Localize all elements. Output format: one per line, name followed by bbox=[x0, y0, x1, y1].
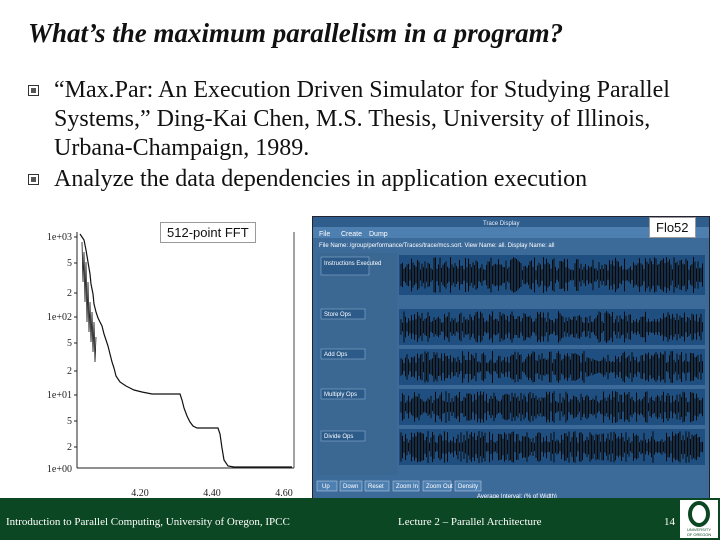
menu-create[interactable]: Create bbox=[341, 231, 362, 238]
menu-dump[interactable]: Dump bbox=[369, 231, 388, 238]
x-tick-label: 4.40 bbox=[203, 488, 221, 499]
svg-text:OF OREGON: OF OREGON bbox=[687, 532, 712, 537]
y-tick-label: 1e+00 bbox=[47, 464, 72, 475]
fft-plot: 1e+03 5 2 1e+02 5 2 1e+01 5 2 1e+00 4.20… bbox=[47, 232, 295, 499]
bullet-item: “Max.Par: An Execution Driven Simulator … bbox=[28, 76, 708, 163]
trace-status-text: Average Interval: (% of Width) bbox=[477, 494, 557, 500]
svg-text:Up: Up bbox=[322, 484, 330, 490]
fft-figure: 1e+03 5 2 1e+02 5 2 1e+01 5 2 1e+00 4.20… bbox=[22, 222, 298, 500]
bullet-item: Analyze the data dependencies in applica… bbox=[28, 165, 708, 194]
flo52-figure: Trace Display File Create Dump File Name… bbox=[312, 216, 710, 502]
svg-text:Density: Density bbox=[458, 484, 478, 490]
trace-signal bbox=[400, 311, 703, 343]
y-tick-label: 1e+03 bbox=[47, 232, 72, 243]
trace-down-button[interactable] bbox=[339, 480, 363, 492]
svg-text:Zoom In: Zoom In bbox=[396, 484, 418, 490]
svg-text:UNIVERSITY: UNIVERSITY bbox=[687, 527, 711, 532]
footer-lecture: Lecture 2 – Parallel Architecture bbox=[398, 516, 542, 528]
y-tick-label: 1e+01 bbox=[47, 390, 72, 401]
trace-zoom-out-button[interactable] bbox=[422, 480, 452, 492]
trace-density-button[interactable] bbox=[454, 480, 482, 492]
y-tick-label: 5 bbox=[67, 258, 72, 269]
slide-footer: Introduction to Parallel Computing, Univ… bbox=[0, 498, 720, 540]
trace-path-text: File Name: /group/performance/Traces/tra… bbox=[319, 243, 554, 249]
trace-signal bbox=[400, 431, 703, 463]
flo52-trace-display: Trace Display File Create Dump File Name… bbox=[313, 217, 709, 501]
panel-label: Divide Ops bbox=[324, 434, 353, 440]
trace-zoom-in-button[interactable] bbox=[392, 480, 420, 492]
bullet-text: “Max.Par: An Execution Driven Simulator … bbox=[54, 77, 670, 161]
y-tick-label: 5 bbox=[67, 338, 72, 349]
panel-label-box bbox=[320, 256, 370, 276]
y-tick-label: 2 bbox=[67, 366, 72, 377]
svg-text:Down: Down bbox=[343, 484, 358, 490]
slide-number: 14 bbox=[664, 516, 675, 528]
trace-signal bbox=[400, 351, 703, 383]
panel-label: Multiply Ops bbox=[324, 392, 357, 398]
trace-up-button[interactable] bbox=[316, 480, 338, 492]
panel-label: Store Ops bbox=[324, 312, 351, 318]
y-tick-label: 1e+02 bbox=[47, 312, 72, 323]
slide-title: What’s the maximum parallelism in a prog… bbox=[28, 18, 564, 48]
x-tick-label: 4.60 bbox=[275, 488, 293, 499]
panel-label: Instructions Executed bbox=[324, 261, 381, 267]
trace-signal bbox=[400, 391, 703, 423]
y-tick-label: 2 bbox=[67, 442, 72, 453]
svg-text:Trace Display: Trace Display bbox=[483, 221, 519, 227]
bullet-marker-icon bbox=[28, 174, 39, 185]
panel-label: Add Ops bbox=[324, 352, 347, 358]
bullet-marker-icon bbox=[28, 85, 39, 96]
trace-reset-button[interactable] bbox=[364, 480, 390, 492]
university-logo: UNIVERSITY OF OREGON bbox=[680, 500, 718, 538]
bullet-text: Analyze the data dependencies in applica… bbox=[54, 166, 588, 192]
y-tick-label: 2 bbox=[67, 288, 72, 299]
fft-profile-line bbox=[79, 233, 292, 468]
trace-signal bbox=[400, 257, 703, 293]
menu-file[interactable]: File bbox=[319, 231, 330, 238]
flo52-figure-label: Flo52 bbox=[649, 217, 696, 238]
bullet-list: “Max.Par: An Execution Driven Simulator … bbox=[28, 76, 708, 196]
fft-figure-label: 512-point FFT bbox=[160, 222, 256, 243]
svg-text:Reset: Reset bbox=[368, 484, 384, 490]
oregon-o-icon: UNIVERSITY OF OREGON bbox=[687, 501, 712, 537]
y-tick-label: 5 bbox=[67, 416, 72, 427]
x-tick-label: 4.20 bbox=[131, 488, 149, 499]
footer-course: Introduction to Parallel Computing, Univ… bbox=[6, 516, 290, 528]
svg-text:Zoom Out: Zoom Out bbox=[426, 484, 453, 490]
